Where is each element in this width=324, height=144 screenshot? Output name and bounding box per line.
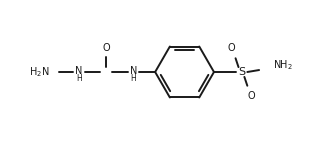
Text: H$_2$N: H$_2$N: [29, 65, 49, 79]
Text: O: O: [102, 43, 110, 53]
Text: NH$_2$: NH$_2$: [273, 58, 293, 72]
Text: N: N: [75, 66, 82, 76]
Text: H: H: [76, 74, 82, 83]
Text: H: H: [131, 74, 136, 83]
Text: S: S: [238, 67, 245, 77]
Text: O: O: [248, 91, 255, 101]
Text: O: O: [228, 43, 236, 53]
Text: N: N: [130, 66, 137, 76]
